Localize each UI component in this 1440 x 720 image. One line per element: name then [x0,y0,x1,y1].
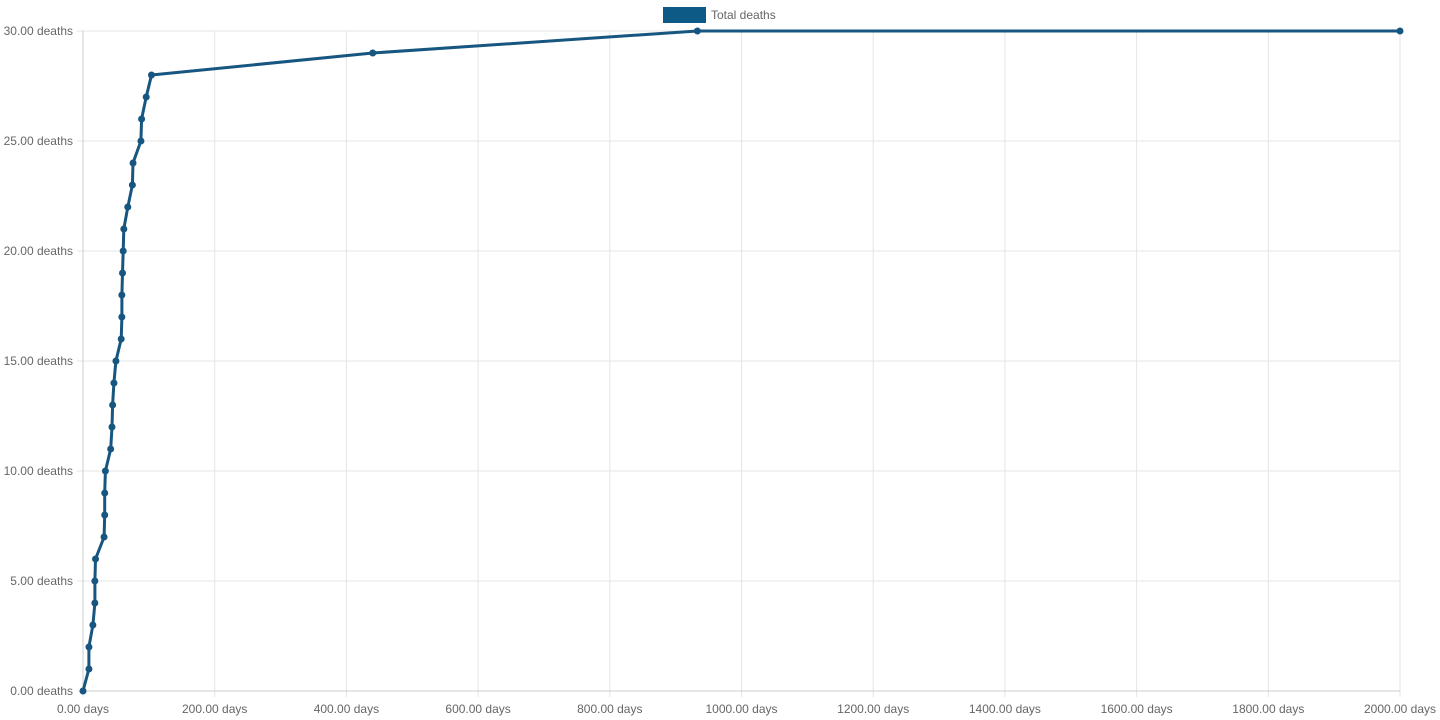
y-tick-label: 5.00 deaths [10,574,73,588]
data-point[interactable] [129,159,137,167]
x-tick-label: 1200.00 days [837,702,909,716]
data-point[interactable] [118,291,126,299]
data-point[interactable] [142,93,150,101]
data-point[interactable] [101,467,109,475]
y-tick-label: 15.00 deaths [4,354,73,368]
data-point[interactable] [117,335,125,343]
x-tick-label: 1400.00 days [969,702,1041,716]
data-point[interactable] [85,665,93,673]
data-point[interactable] [91,577,99,585]
data-point[interactable] [91,599,99,607]
data-point[interactable] [138,115,146,123]
x-tick-label: 800.00 days [577,702,642,716]
data-point[interactable] [107,445,115,453]
y-tick-label: 0.00 deaths [10,684,73,698]
x-axis-tick-labels: 0.00 days 200.00 days 400.00 days 600.00 da… [57,702,1436,716]
x-tick-label: 600.00 days [445,702,510,716]
data-point[interactable] [85,643,93,651]
data-point[interactable] [369,49,377,57]
data-point[interactable] [109,401,117,409]
x-tick-label: 2000.00 days [1364,702,1436,716]
data-point[interactable] [119,247,127,255]
data-point[interactable] [137,137,145,145]
x-tick-label: 1000.00 days [705,702,777,716]
data-point[interactable] [101,511,109,519]
data-point[interactable] [101,489,109,497]
data-point[interactable] [120,225,128,233]
y-tick-label: 25.00 deaths [4,134,73,148]
y-tick-label: 20.00 deaths [4,244,73,258]
data-point[interactable] [124,203,132,211]
data-point[interactable] [128,181,136,189]
series-line [81,29,1400,692]
y-tick-label: 10.00 deaths [4,464,73,478]
data-point[interactable] [119,269,127,277]
data-point[interactable] [79,687,87,695]
x-tick-label: 1600.00 days [1101,702,1173,716]
x-tick-label: 200.00 days [182,702,247,716]
grid-lines [77,30,1401,697]
y-axis-tick-labels: 0.00 deaths 5.00 deaths 10.00 deaths 15.00 … [4,24,73,698]
data-series [79,27,1404,695]
x-tick-label: 400.00 days [314,702,379,716]
legend-label: Total deaths [711,8,776,22]
data-point[interactable] [108,423,116,431]
data-point[interactable] [112,357,120,365]
axes [82,31,1400,692]
chart-legend[interactable]: Total deaths [663,7,776,23]
data-point[interactable] [693,27,701,35]
x-tick-label: 0.00 days [57,702,109,716]
data-point[interactable] [118,313,126,321]
data-point[interactable] [92,555,100,563]
data-point[interactable] [89,621,97,629]
data-point[interactable] [147,71,155,79]
y-tick-label: 30.00 deaths [4,24,73,38]
legend-swatch [663,7,706,23]
x-tick-label: 1800.00 days [1232,702,1304,716]
data-point[interactable] [110,379,118,387]
data-point[interactable] [1396,27,1404,35]
data-point[interactable] [100,533,108,541]
